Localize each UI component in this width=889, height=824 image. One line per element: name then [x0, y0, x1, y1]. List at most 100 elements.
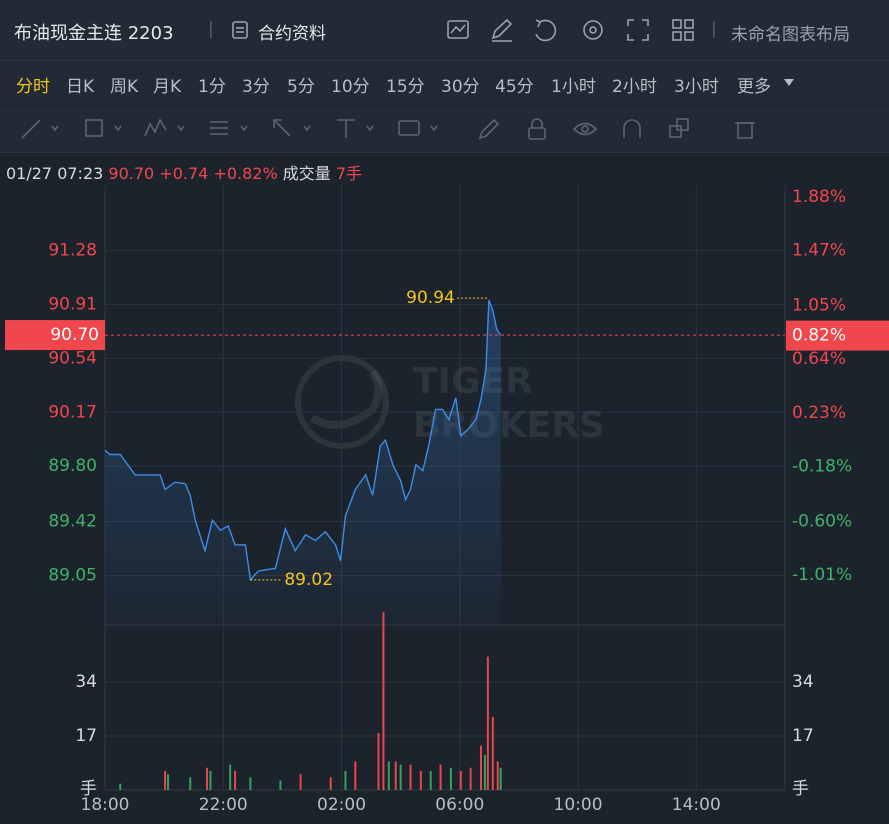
volume-bar — [354, 761, 357, 790]
volume-tick-label: 17 — [792, 726, 814, 746]
volume-bar — [167, 774, 170, 790]
volume-bar — [449, 767, 452, 790]
volume-bar — [469, 767, 472, 790]
volume-bar — [496, 761, 499, 790]
doc-icon — [232, 21, 248, 39]
x-tick-label: 02:00 — [317, 795, 366, 815]
y-tick-label: 90.91 — [48, 294, 97, 314]
y-tick-label: 89.05 — [48, 565, 97, 585]
drawing-tools — [21, 118, 755, 140]
dropdown-arrow — [784, 79, 794, 86]
volume-bar — [329, 777, 332, 790]
symbol-title: 布油现金主连 2203 — [14, 23, 174, 44]
volume-bar — [459, 770, 462, 790]
x-tick-label: 10:00 — [554, 795, 603, 815]
volume-value: 7手 — [335, 164, 363, 183]
y2-tick-label: 1.88% — [792, 187, 846, 207]
volume-bar — [409, 764, 412, 790]
timeframe[interactable]: 月K — [153, 77, 182, 97]
chart-icon[interactable] — [447, 20, 469, 39]
timeframe-bar: 更多 分时 日K 周K 月K 1分 3分 5分 10分 15分 30分 45分 1小时 2小时 3小时 — [0, 61, 889, 105]
y2-tick-label: -0.60% — [792, 512, 852, 532]
volume-bar — [234, 770, 237, 790]
volume-tick-label: 34 — [75, 672, 97, 692]
contract-info[interactable]: 合约资料 — [258, 24, 326, 44]
volume-bar — [382, 612, 385, 790]
more[interactable]: 更多 — [737, 77, 771, 97]
volume-bar — [279, 780, 282, 790]
timeframe[interactable]: 3分 — [242, 77, 270, 97]
y-tick-label: 89.42 — [48, 512, 97, 532]
quote-line: 01/27 07:23 90.70 +0.74 +0.82% 成交量 7手 — [6, 160, 362, 184]
volume-bar — [483, 755, 486, 790]
y2-tick-label: 0.23% — [792, 403, 846, 423]
y-tick-label: 90.17 — [48, 402, 97, 422]
high-label: 90.94 — [406, 288, 455, 308]
settings-icon[interactable] — [583, 20, 603, 40]
volume-bar — [387, 761, 390, 790]
volume-bar — [377, 732, 380, 790]
x-tick-label: 22:00 — [199, 795, 248, 815]
volume-bar — [419, 770, 422, 790]
edit-icon[interactable] — [491, 18, 513, 42]
y2-tick-label: -0.18% — [792, 457, 852, 477]
volume-tick-label: 17 — [75, 726, 97, 746]
y-tick-label: 90.54 — [48, 348, 97, 368]
watermark: TIGER — [413, 361, 533, 402]
layout-icon[interactable] — [672, 19, 694, 41]
low-label: 89.02 — [284, 570, 333, 590]
timeframe[interactable]: 45分 — [495, 77, 534, 97]
volume-bar — [229, 764, 232, 790]
timeframe[interactable]: 3小时 — [674, 77, 719, 97]
volume-bar — [499, 767, 502, 790]
quote-time: 01/27 07:23 — [6, 164, 104, 183]
timeframe[interactable]: 分时 — [16, 77, 50, 97]
top-bar: 布油现金主连 2203 | 合约资料 | 未命名图表布局 — [0, 0, 889, 61]
y2-tick-label: -1.01% — [792, 565, 852, 585]
y2-tick-label: 1.47% — [792, 240, 846, 260]
volume-bar — [439, 764, 442, 790]
volume-unit: 手 — [792, 779, 809, 799]
x-tick-label: 14:00 — [672, 795, 721, 815]
y2-tick-label: 1.05% — [792, 295, 846, 315]
timeframe[interactable]: 30分 — [441, 77, 480, 97]
quote-price: 90.70 — [108, 164, 155, 183]
y-tick-label: 91.28 — [48, 241, 97, 261]
volume-bar — [394, 761, 397, 790]
timeframe[interactable]: 1分 — [198, 77, 226, 97]
layout-name[interactable]: 未命名图表布局 — [731, 25, 850, 45]
timeframe[interactable]: 10分 — [331, 77, 370, 97]
volume-bar — [299, 774, 302, 790]
x-tick-label: 06:00 — [435, 795, 484, 815]
volume-bar — [479, 745, 482, 790]
volume-bar — [429, 770, 432, 790]
timeframe[interactable]: 2小时 — [612, 77, 657, 97]
x-tick-label: 18:00 — [81, 795, 130, 815]
timeframe[interactable]: 周K — [110, 77, 139, 97]
volume-tick-label: 34 — [792, 672, 814, 692]
last-pct-box — [786, 320, 889, 351]
timeframe[interactable]: 1小时 — [551, 77, 596, 97]
quote-change: +0.74 — [159, 164, 209, 183]
timeframe[interactable]: 日K — [66, 77, 95, 97]
timeframe[interactable]: 15分 — [386, 77, 425, 97]
volume-label: 成交量 — [282, 164, 331, 183]
tool-icons — [447, 18, 694, 42]
watermark-logo — [309, 369, 383, 429]
timeframe[interactable]: 5分 — [287, 77, 315, 97]
price-area — [105, 300, 501, 625]
price-line — [104, 299, 502, 582]
last-price-label: 90.70 — [50, 325, 99, 345]
volume-bar — [491, 716, 494, 790]
volume-bar — [209, 770, 212, 790]
volume-bar — [119, 783, 122, 790]
last-price-box — [5, 320, 105, 351]
volume-bar — [344, 770, 347, 790]
y-tick-label: 89.80 — [48, 456, 97, 476]
volume-bar — [399, 764, 402, 790]
last-pct-label: 0.82% — [792, 326, 846, 346]
undo-icon[interactable] — [535, 19, 557, 42]
fullscreen-icon[interactable] — [627, 19, 649, 41]
